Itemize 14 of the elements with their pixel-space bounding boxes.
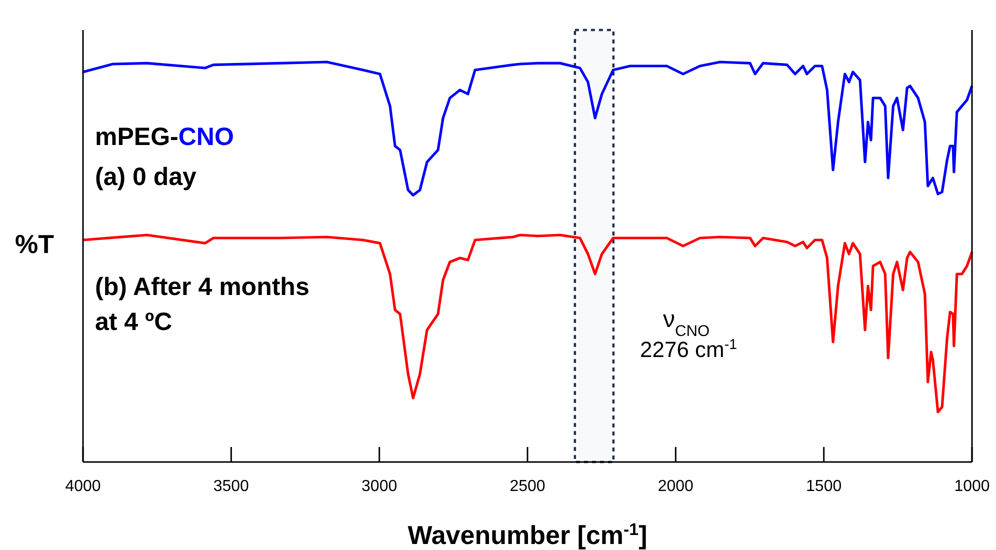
x-tick-label: 4000 (65, 478, 101, 495)
x-tick-label: 1000 (954, 478, 990, 495)
annotation: ν$_{CNO}$ (663, 306, 710, 340)
annotation: (b) After 4 months at 4 ºC (95, 273, 310, 336)
x-tick-label: 1500 (806, 478, 842, 495)
x-tick-label: 3500 (213, 478, 250, 495)
annotation: mPEG-CNO (95, 123, 234, 151)
x-axis-title: Wavenumber [cm$^{-1}$] (408, 520, 648, 550)
annotation: 2276 cm$^{-1}$ (640, 337, 738, 362)
x-tick-label: 2000 (658, 478, 694, 495)
x-tick-label: 2500 (510, 478, 546, 495)
annotation: (a) 0 day (95, 163, 197, 191)
y-axis-title: %T (15, 229, 54, 259)
x-tick-label: 3000 (362, 478, 398, 495)
